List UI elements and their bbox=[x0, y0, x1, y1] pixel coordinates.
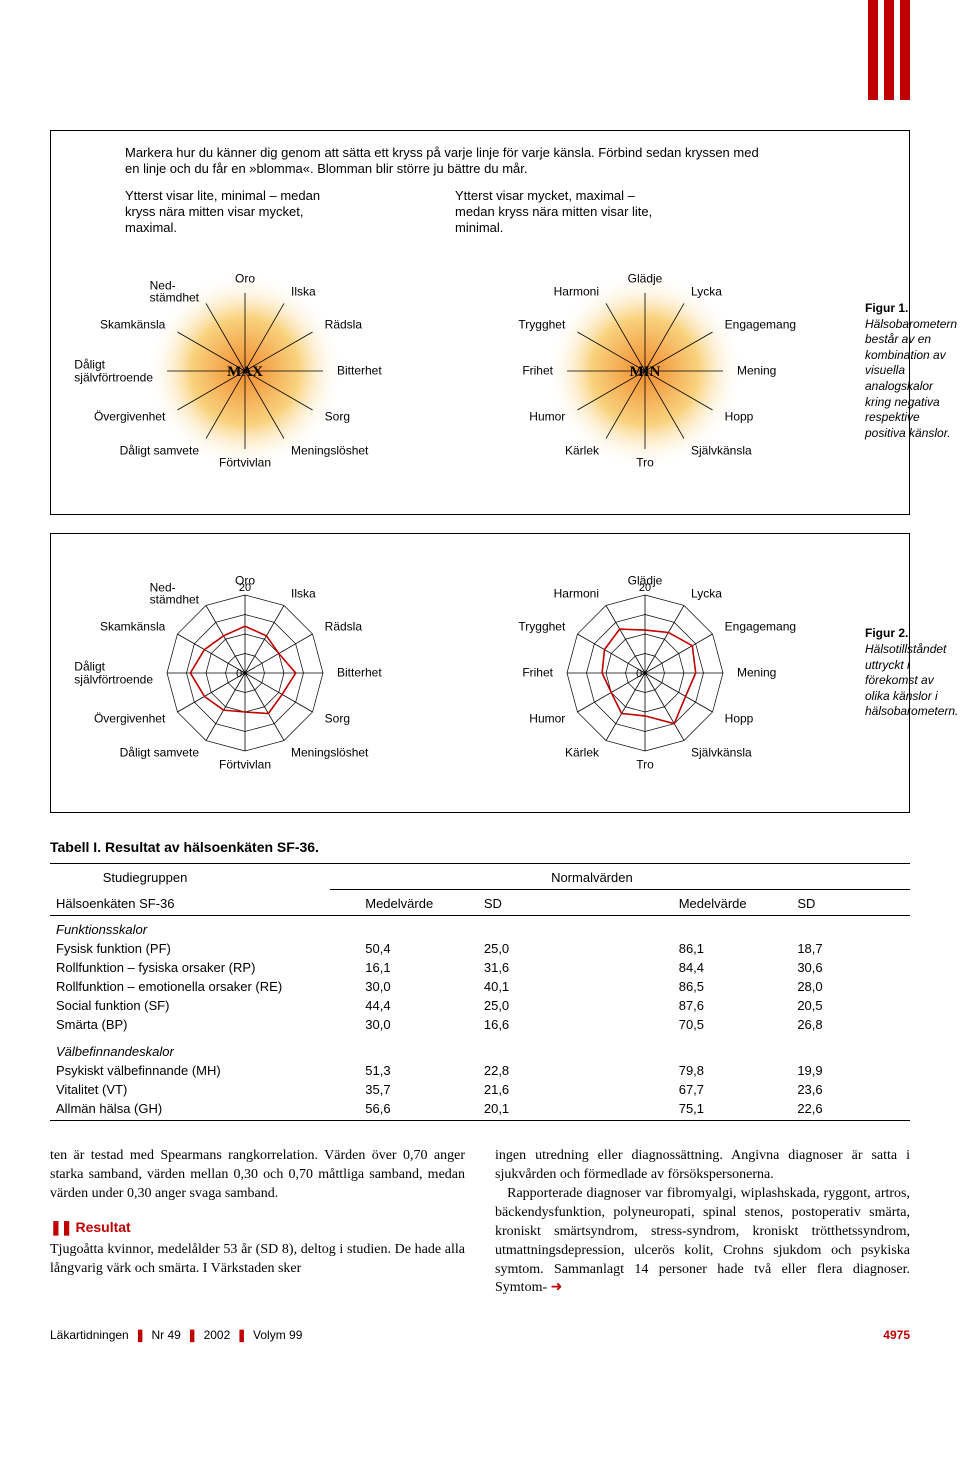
table-col-0: Hälsoenkäten SF-36 bbox=[50, 894, 359, 913]
radar-label: Mening bbox=[737, 667, 776, 680]
figure-2-caption-bold: Figur 2. bbox=[865, 626, 908, 640]
radar-label: Bitterhet bbox=[337, 365, 382, 378]
radar-label: Humor bbox=[529, 411, 565, 424]
instruction-top: Markera hur du känner dig genom att sätt… bbox=[125, 145, 765, 178]
radar-negative-fig1: MAX Oro Ilska Rädsla Bitterhet Sorg Meningslös… bbox=[65, 246, 425, 496]
figure-1-box: Markera hur du känner dig genom att sätt… bbox=[50, 130, 910, 515]
red-bars-icon: ❚❚ bbox=[50, 1220, 71, 1239]
table-row: Fysisk funktion (PF)50,425,086,118,7 bbox=[50, 939, 910, 958]
radar-label: Frihet bbox=[522, 365, 553, 378]
figure-2-box: 200OroIlskaRädslaBitterhetSorgMeningslös… bbox=[50, 533, 910, 813]
radar-label: Förtvivlan bbox=[219, 759, 271, 772]
radar-label: Tro bbox=[636, 457, 654, 470]
footer-journal: Läkartidningen bbox=[50, 1328, 129, 1342]
header-stripes bbox=[868, 0, 910, 100]
radar-label: Övergivenhet bbox=[94, 411, 165, 424]
figure-1-caption-text: Hälsobarometern består av en kombination… bbox=[865, 317, 957, 440]
footer-year: 2002 bbox=[204, 1328, 231, 1342]
radar-label: Dåligt samvete bbox=[120, 747, 199, 760]
radar-label: Dåligt samvete bbox=[120, 445, 199, 458]
page-footer: Läkartidningen ❚ Nr 49 ❚ 2002 ❚ Volym 99… bbox=[50, 1328, 910, 1342]
radar-label: Meningslöshet bbox=[291, 445, 368, 458]
radar-label: Trygghet bbox=[518, 319, 565, 332]
radar-label: Ned-stämdhet bbox=[150, 279, 199, 304]
radar-label: Sorg bbox=[325, 411, 350, 424]
radar-positive-fig1: MIN Glädje Lycka Engagemang Mening Hopp Självk… bbox=[465, 246, 825, 496]
radar-label: Övergivenhet bbox=[94, 713, 165, 726]
radar-label: Kärlek bbox=[565, 747, 599, 760]
results-table: Studiegruppen Normalvärden bbox=[50, 868, 910, 887]
figure-2-caption-text: Hälsotillståndet uttryckt i förekomst av… bbox=[865, 642, 958, 718]
radar-label: Skamkänsla bbox=[100, 319, 165, 332]
radar-label: Skamkänsla bbox=[100, 621, 165, 634]
continue-arrow-icon: ➜ bbox=[551, 1280, 563, 1295]
table-row: Smärta (BP)30,016,670,526,8 bbox=[50, 1015, 910, 1034]
radar-label: Mening bbox=[737, 365, 776, 378]
figure-1-caption-bold: Figur 1. bbox=[865, 301, 908, 315]
instruction-right: Ytterst visar mycket, maximal – medan kr… bbox=[455, 188, 675, 237]
body-left-2: Tjugoåtta kvinnor, medelålder 53 år (SD … bbox=[50, 1242, 465, 1276]
radar-label: Oro bbox=[235, 575, 255, 588]
table-group-2: Normalvärden bbox=[545, 868, 910, 887]
radar-label: Dåligtsjälvförtroende bbox=[74, 661, 153, 686]
radar-negative-fig2: 200OroIlskaRädslaBitterhetSorgMeningslös… bbox=[65, 548, 425, 798]
radar-label: Oro bbox=[235, 273, 255, 286]
footer-volume: Volym 99 bbox=[253, 1328, 302, 1342]
table-col-1: Medelvärde bbox=[359, 894, 478, 913]
radar-label: Engagemang bbox=[725, 319, 796, 332]
figure-2-caption: Figur 2. Hälsotillståndet uttryckt i för… bbox=[865, 626, 958, 720]
table-row: Social funktion (SF)44,425,087,620,5 bbox=[50, 996, 910, 1015]
radar-label: Meningslöshet bbox=[291, 747, 368, 760]
table-row: Psykiskt välbefinnande (MH)51,322,879,81… bbox=[50, 1061, 910, 1080]
radar-label: Hopp bbox=[725, 411, 754, 424]
table-row: Allmän hälsa (GH)56,620,175,122,6 bbox=[50, 1099, 910, 1118]
radar-label: Sorg bbox=[325, 713, 350, 726]
radar-label: Bitterhet bbox=[337, 667, 382, 680]
radar-label: Lycka bbox=[691, 285, 722, 298]
radar-label: Engagemang bbox=[725, 621, 796, 634]
radar-label: Rädsla bbox=[325, 319, 362, 332]
radar-positive-fig2: 200GlädjeLyckaEngagemangMeningHoppSjälvk… bbox=[465, 548, 825, 798]
figure-1-caption: Figur 1. Hälsobarometern består av en ko… bbox=[865, 301, 957, 441]
radar-label: Harmoni bbox=[554, 587, 599, 600]
svg-text:MAX: MAX bbox=[227, 364, 263, 380]
table-row: Rollfunktion – fysiska orsaker (RP)16,13… bbox=[50, 958, 910, 977]
body-left-1: ten är testad med Spearmans rangkorrelat… bbox=[50, 1148, 465, 1201]
svg-text:0: 0 bbox=[636, 668, 642, 680]
radar-label: Självkänsla bbox=[691, 747, 752, 760]
table-body: FunktionsskalorFysisk funktion (PF)50,42… bbox=[50, 920, 910, 1118]
radar-label: Förtvivlan bbox=[219, 457, 271, 470]
svg-text:MIN: MIN bbox=[630, 364, 661, 380]
table-row: Vitalitet (VT)35,721,667,723,6 bbox=[50, 1080, 910, 1099]
radar-label: Rädsla bbox=[325, 621, 362, 634]
table-col-4: SD bbox=[791, 894, 910, 913]
radar-label: Frihet bbox=[522, 667, 553, 680]
svg-text:0: 0 bbox=[236, 668, 242, 680]
table-row: Rollfunktion – emotionella orsaker (RE)3… bbox=[50, 977, 910, 996]
radar-label: Ilska bbox=[291, 285, 316, 298]
radar-label: Ilska bbox=[291, 587, 316, 600]
radar-label: Tro bbox=[636, 759, 654, 772]
result-heading: Resultat bbox=[75, 1219, 130, 1235]
radar-label: Hopp bbox=[725, 713, 754, 726]
radar-label: Trygghet bbox=[518, 621, 565, 634]
radar-label: Dåligtsjälvförtroende bbox=[74, 359, 153, 384]
footer-issue: Nr 49 bbox=[151, 1328, 180, 1342]
table-col-2: SD bbox=[478, 894, 597, 913]
radar-label: Kärlek bbox=[565, 445, 599, 458]
body-right: ingen utredning eller diagnossättning. A… bbox=[495, 1148, 910, 1295]
radar-label: Lycka bbox=[691, 587, 722, 600]
body-text: ten är testad med Spearmans rangkorrelat… bbox=[50, 1147, 910, 1298]
table-col-3: Medelvärde bbox=[673, 894, 792, 913]
table-group-1: Studiegruppen bbox=[97, 868, 473, 887]
radar-label: Självkänsla bbox=[691, 445, 752, 458]
radar-label: Glädje bbox=[628, 273, 663, 286]
radar-label: Ned-stämdhet bbox=[150, 581, 199, 606]
radar-label: Harmoni bbox=[554, 285, 599, 298]
radar-label: Glädje bbox=[628, 575, 663, 588]
instruction-left: Ytterst visar lite, minimal – medan krys… bbox=[125, 188, 345, 237]
radar-label: Humor bbox=[529, 713, 565, 726]
table-title: Tabell I. Resultat av hälsoenkäten SF-36… bbox=[50, 839, 910, 855]
page-number: 4975 bbox=[883, 1328, 910, 1342]
